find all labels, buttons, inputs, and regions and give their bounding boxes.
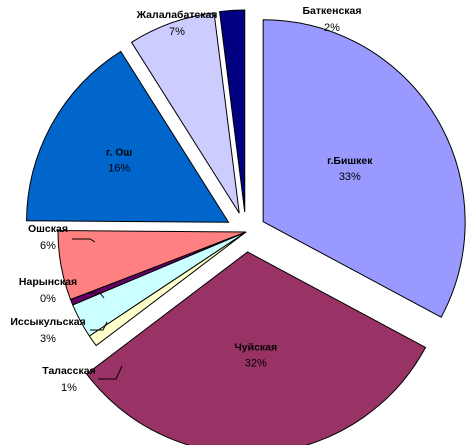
slice-label-percent: 0% [40, 293, 56, 305]
slice-label-5: Ошская 6% [28, 223, 68, 252]
slice-label-name: Иссыкульская [10, 316, 85, 328]
slice-label-name: Баткенская [302, 5, 361, 17]
slice-0 [262, 19, 466, 318]
slice-label-name: Жалалабатская [136, 9, 218, 21]
slice-label-name: г.Бишкек [327, 155, 373, 167]
pie-slices [26, 9, 466, 445]
slice-label-7: Жалалабатская 7% [136, 9, 218, 38]
leader-line-4 [88, 292, 105, 299]
slice-label-4: Нарынская 0% [19, 276, 77, 305]
slice-label-name: Таласская [42, 365, 95, 377]
leader-line-3 [90, 321, 108, 331]
slice-1 [85, 251, 427, 445]
slice-label-percent: 1% [61, 382, 77, 394]
slice-label-percent: 16% [108, 162, 130, 174]
slice-label-name: Нарынская [19, 276, 77, 288]
slice-label-0: г.Бишкек 33% [327, 155, 373, 183]
leader-line-5 [72, 238, 96, 243]
slice-label-percent: 33% [339, 171, 361, 183]
slice-label-percent: 7% [169, 26, 185, 38]
slice-7 [130, 12, 240, 214]
slice-label-6: г. Ош 16% [106, 146, 132, 174]
leader-line-2 [98, 365, 123, 380]
slice-label-percent: 3% [40, 333, 56, 345]
slice-label-percent: 2% [324, 22, 340, 34]
leader-lines [72, 238, 123, 380]
slice-label-percent: 6% [40, 240, 56, 252]
slice-label-percent: 32% [245, 358, 267, 370]
slice-6 [26, 50, 230, 223]
slice-label-2: Таласская 1% [42, 365, 95, 394]
slice-labels: г.Бишкек 33% Чуйская 32% Таласская 1% Иссыкуль… [10, 5, 373, 394]
slice-label-1: Чуйская 32% [234, 342, 277, 370]
slice-label-3: Иссыкульская 3% [10, 316, 85, 345]
slice-label-name: Чуйская [234, 342, 277, 354]
slice-label-8: Баткенская 2% [302, 5, 361, 34]
slice-5 [57, 230, 247, 301]
slice-label-name: г. Ош [106, 146, 132, 158]
slice-label-name: Ошская [28, 223, 68, 235]
slice-8 [218, 9, 246, 213]
